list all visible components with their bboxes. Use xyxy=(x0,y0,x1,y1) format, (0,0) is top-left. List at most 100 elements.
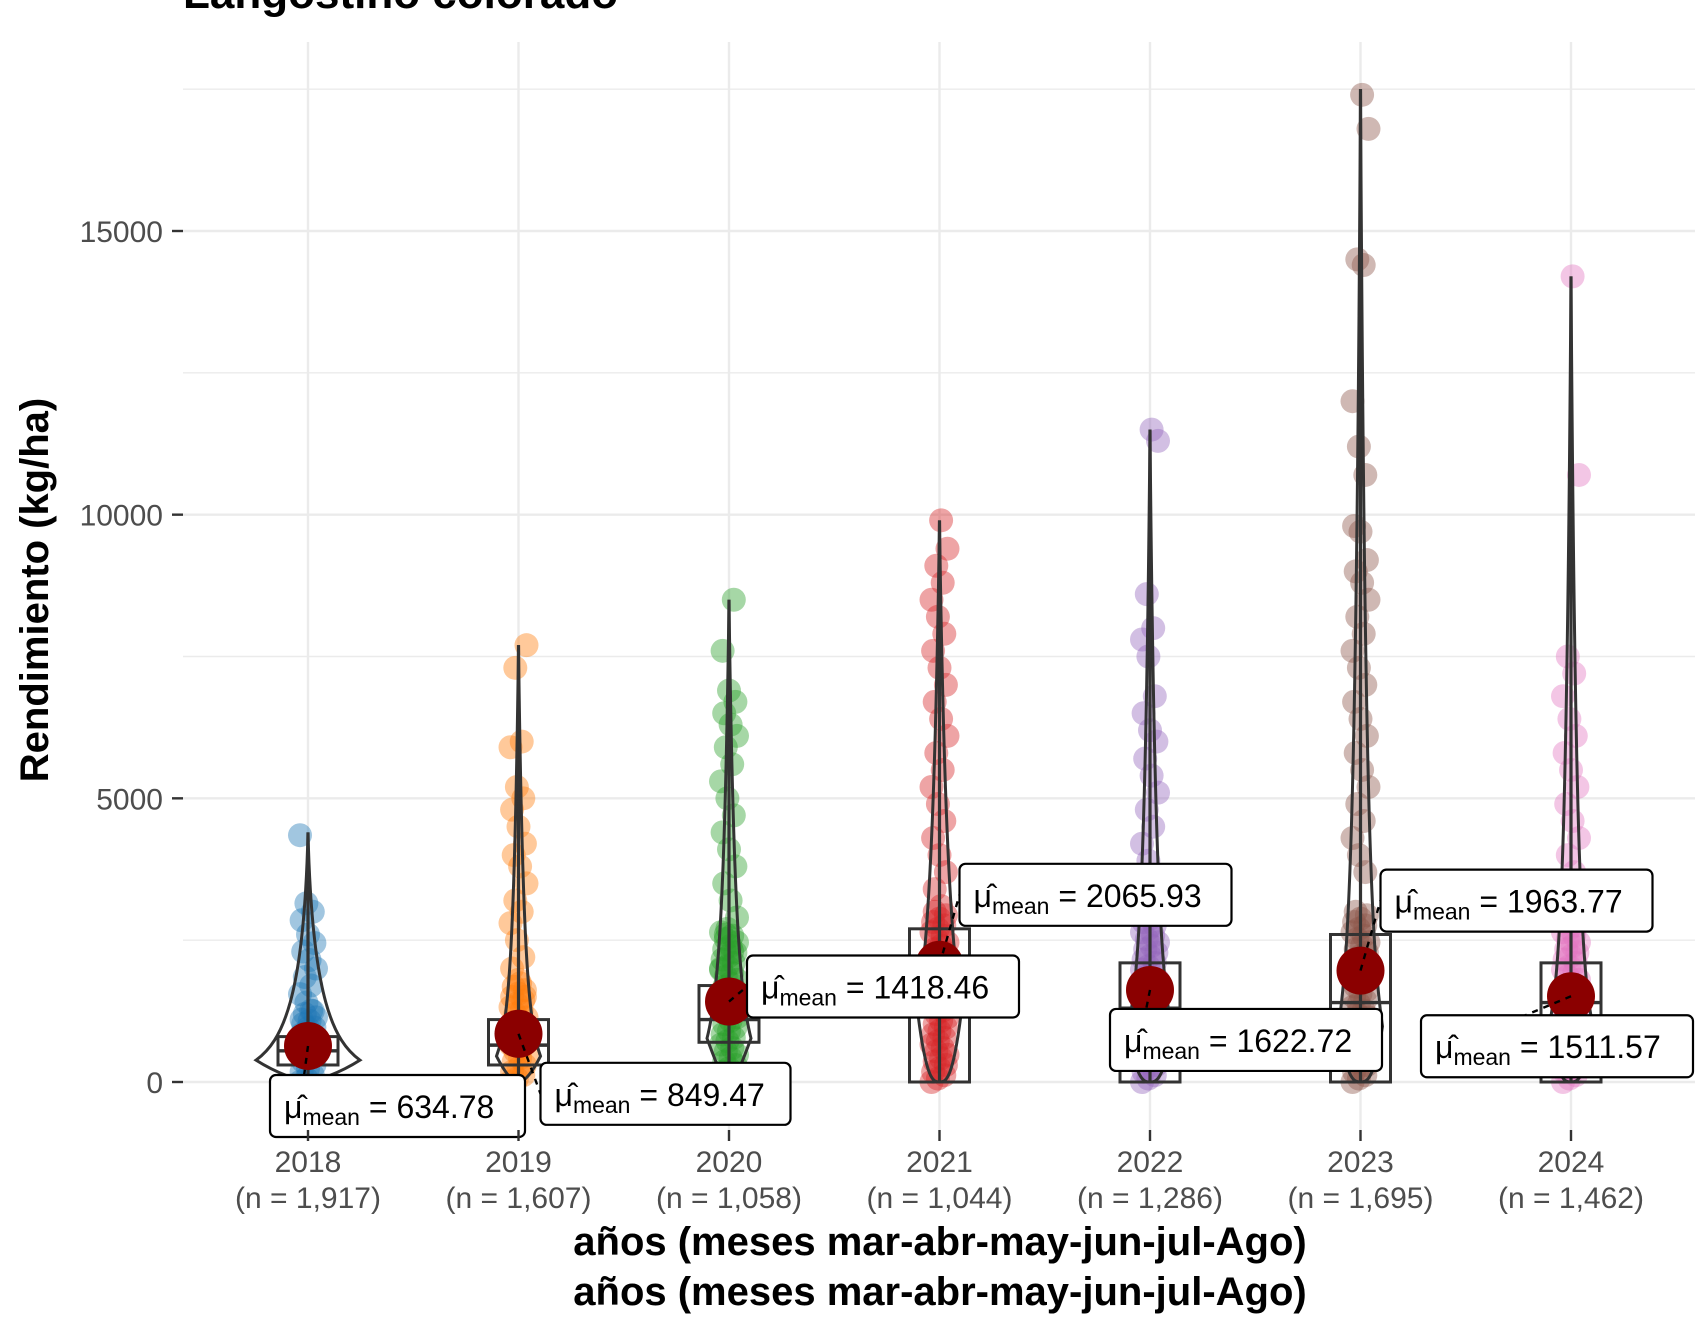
mean-label-2024: μ̂mean = 1511.57 xyxy=(1419,1014,1695,1079)
mean-label-text: μ̂mean = 1511.57 xyxy=(1435,1029,1661,1070)
mean-label-text: μ̂mean = 634.78 xyxy=(284,1089,494,1130)
data-point xyxy=(1345,247,1370,272)
data-point xyxy=(503,888,528,913)
x-axis: 2018(n = 1,917)2019(n = 1,607)2020(n = 1… xyxy=(235,1130,1644,1215)
mean-label-2020: μ̂mean = 1418.46 xyxy=(745,954,1021,1019)
mean-label-text: μ̂mean = 849.47 xyxy=(555,1077,765,1118)
data-point xyxy=(709,956,733,981)
mean-point xyxy=(705,977,753,1026)
x-tick-label: 2022 xyxy=(1117,1146,1184,1179)
x-tick-count: (n = 1,462) xyxy=(1498,1182,1644,1215)
chart-title: Langostino colorado xyxy=(183,0,618,18)
x-tick-count: (n = 1,286) xyxy=(1077,1182,1223,1215)
data-point xyxy=(1340,638,1365,663)
data-point xyxy=(709,1032,733,1057)
mean-label-2019: μ̂mean = 849.47 xyxy=(539,1061,792,1126)
y-tick-label: 5000 xyxy=(96,783,163,816)
x-tick-count: (n = 1,044) xyxy=(867,1182,1013,1215)
data-point xyxy=(1555,927,1580,952)
mean-label-text: μ̂mean = 1622.72 xyxy=(1124,1023,1352,1064)
data-point xyxy=(292,965,317,990)
data-point xyxy=(299,998,324,1023)
data-point xyxy=(725,930,749,955)
group-2024 xyxy=(1450,264,1603,1094)
mean-annotations: μ̂mean = 634.78 μ̂mean = 849.47 μ̂mean = 1… xyxy=(268,862,1695,1139)
mean-label-text: μ̂mean = 1963.77 xyxy=(1395,884,1623,925)
data-point xyxy=(930,1035,955,1060)
x-tick-label: 2024 xyxy=(1538,1146,1605,1179)
x-axis-label-repeat: años (meses mar-abr-may-jun-jul-Ago) xyxy=(573,1270,1306,1314)
data-point xyxy=(1141,923,1166,948)
mean-connector xyxy=(728,985,748,1003)
data-point xyxy=(919,1032,944,1057)
mean-label-box xyxy=(268,1073,527,1139)
data-point xyxy=(512,984,537,1009)
mean-connector xyxy=(1359,900,1382,971)
data-point xyxy=(930,570,955,595)
data-point xyxy=(924,1039,949,1064)
data-point xyxy=(1146,428,1170,453)
x-tick-label: 2019 xyxy=(485,1146,552,1179)
data-point xyxy=(498,911,523,936)
mean-label-box xyxy=(1108,1007,1384,1073)
data-point xyxy=(1351,621,1376,646)
group-2020 xyxy=(697,587,761,1094)
x-tick-label: 2021 xyxy=(906,1146,973,1179)
data-point xyxy=(713,1039,738,1064)
mean-connector xyxy=(938,894,961,966)
data-point xyxy=(930,757,955,782)
data-point xyxy=(288,823,312,848)
groups xyxy=(253,82,1603,1107)
data-point xyxy=(1353,860,1378,885)
data-point xyxy=(1551,684,1575,709)
x-tick-count: (n = 1,695) xyxy=(1288,1182,1434,1215)
data-point xyxy=(919,774,944,799)
x-tick-label: 2018 xyxy=(275,1146,342,1179)
x-axis-label: años (meses mar-abr-may-jun-jul-Ago) xyxy=(573,1220,1306,1264)
mean-connector xyxy=(517,1033,542,1095)
mean-label-2022: μ̂mean = 1622.72 xyxy=(1108,1007,1384,1073)
data-point xyxy=(1146,780,1170,805)
data-point xyxy=(292,1001,317,1026)
data-point xyxy=(924,553,949,578)
group-2018 xyxy=(253,823,363,1107)
mean-label-2023: μ̂mean = 1963.77 xyxy=(1379,868,1654,933)
y-tick-label: 0 xyxy=(146,1067,163,1100)
mean-label-box xyxy=(958,862,1233,927)
data-point xyxy=(1345,604,1370,629)
data-point xyxy=(1356,116,1381,141)
data-point xyxy=(509,899,534,924)
group-2019 xyxy=(487,633,550,1095)
mean-label-2021: μ̂mean = 2065.93 xyxy=(958,862,1233,927)
mean-label-box xyxy=(539,1061,792,1126)
data-point xyxy=(924,740,949,765)
data-point xyxy=(1356,587,1381,612)
data-point xyxy=(1134,797,1159,822)
mean-label-text: μ̂mean = 1418.46 xyxy=(761,970,989,1011)
x-tick-label: 2020 xyxy=(696,1146,763,1179)
y-axis: 0 5000 10000 15000 xyxy=(80,216,183,1100)
data-point xyxy=(514,633,539,658)
group-2023 xyxy=(1329,82,1392,1094)
data-point xyxy=(1351,253,1376,278)
y-tick-label: 15000 xyxy=(80,216,163,249)
mean-label-box xyxy=(1379,868,1654,933)
mean-label-box xyxy=(1419,1014,1695,1079)
data-point xyxy=(514,871,539,896)
x-tick-count: (n = 1,607) xyxy=(446,1182,592,1215)
y-axis-label: Rendimiento (kg/ha) xyxy=(13,398,57,782)
data-point xyxy=(1146,930,1170,955)
data-point xyxy=(721,587,746,612)
data-point xyxy=(1141,814,1166,839)
mean-label-box xyxy=(745,954,1021,1019)
data-point xyxy=(304,956,328,981)
mean-label-2018: μ̂mean = 634.78 xyxy=(268,1073,527,1139)
group-2022 xyxy=(1118,417,1182,1094)
x-tick-count: (n = 1,058) xyxy=(656,1182,802,1215)
x-tick-count: (n = 1,917) xyxy=(235,1182,381,1215)
y-tick-label: 10000 xyxy=(80,500,163,533)
data-point xyxy=(935,723,960,748)
x-tick-label: 2023 xyxy=(1327,1146,1394,1179)
data-point xyxy=(299,973,324,998)
